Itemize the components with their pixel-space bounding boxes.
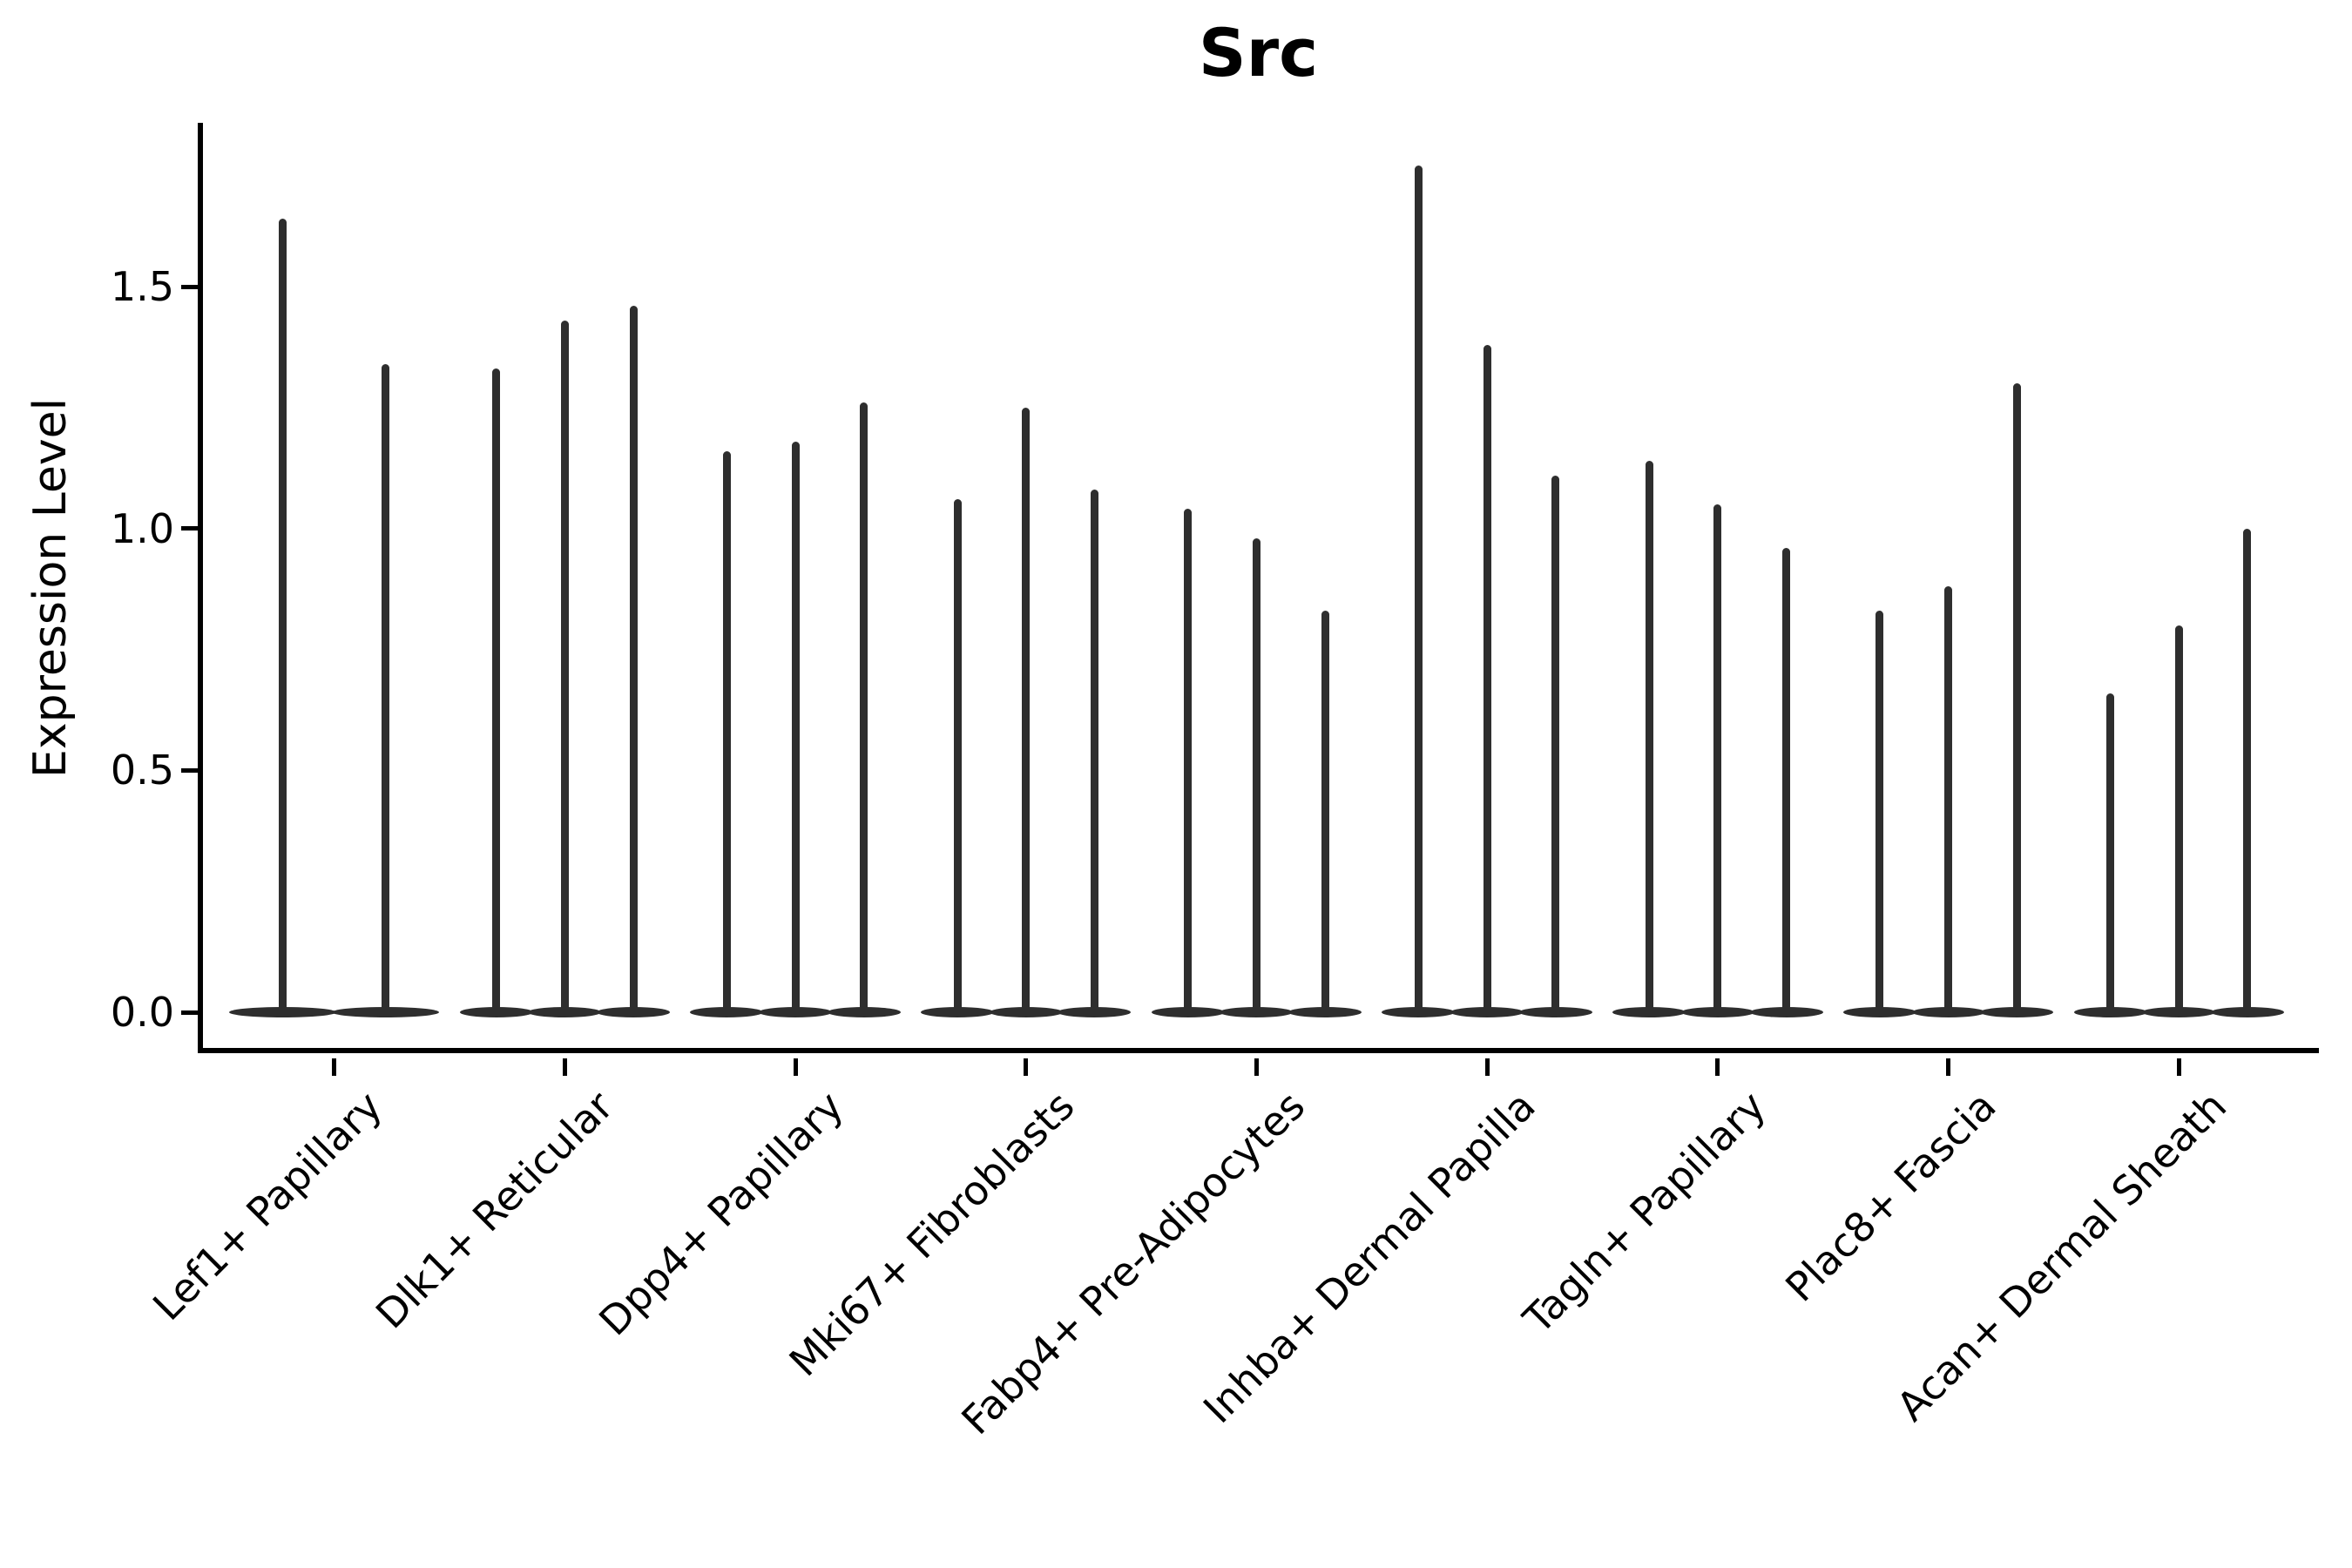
violin-base xyxy=(459,1007,533,1017)
violin-spike xyxy=(1321,611,1329,1012)
violin-base xyxy=(1518,1007,1592,1017)
violin-spike xyxy=(1022,407,1031,1012)
violin-base xyxy=(2142,1007,2216,1017)
violin-spike xyxy=(560,320,569,1012)
violin-base xyxy=(597,1007,670,1017)
x-axis-tick xyxy=(1715,1058,1720,1076)
x-axis-tick xyxy=(1484,1058,1490,1076)
y-axis-tick-label: 1.5 xyxy=(110,263,174,311)
violin-spike xyxy=(382,363,390,1012)
violin-base xyxy=(989,1007,1063,1017)
violin-spike xyxy=(1551,475,1560,1012)
violin-base xyxy=(827,1007,901,1017)
violin-base xyxy=(2210,1007,2284,1017)
chart-title: Src xyxy=(1198,14,1319,91)
y-axis-tick-label: 0.5 xyxy=(110,747,174,794)
violin-spike xyxy=(722,450,731,1012)
y-axis-tick xyxy=(181,767,198,773)
x-axis-tick xyxy=(332,1058,337,1076)
violin-spike xyxy=(629,306,638,1012)
violin-spike xyxy=(1483,344,1491,1012)
y-axis-tick xyxy=(181,284,198,289)
violin-base xyxy=(759,1007,832,1017)
violin-spike xyxy=(1782,547,1790,1012)
x-axis-tick xyxy=(1254,1058,1259,1076)
violin-spike xyxy=(2012,383,2021,1012)
violin-spike xyxy=(2243,528,2252,1012)
violin-spike xyxy=(1944,586,1952,1012)
violin-base xyxy=(1288,1007,1362,1017)
x-axis-tick xyxy=(2176,1058,2181,1076)
violin-spike xyxy=(791,441,800,1012)
violin-spike xyxy=(279,219,287,1012)
violin-base xyxy=(1980,1007,2054,1017)
violin-spike xyxy=(1414,166,1423,1012)
violin-base xyxy=(2073,1007,2147,1017)
violin-spike xyxy=(1876,611,1884,1012)
violin-base xyxy=(1151,1007,1225,1017)
violin-spike xyxy=(2106,693,2114,1012)
violin-base xyxy=(332,1007,440,1017)
violin-spike xyxy=(860,402,868,1012)
y-axis-label: Expression Level xyxy=(24,397,77,779)
violin-spike xyxy=(1713,504,1722,1012)
x-axis-tick xyxy=(562,1058,567,1076)
y-axis-tick xyxy=(181,1010,198,1015)
violin-spike xyxy=(1090,490,1098,1012)
violin-spike xyxy=(953,499,962,1012)
violin-spike xyxy=(2174,625,2183,1012)
violin-base xyxy=(1842,1007,1916,1017)
y-axis-tick xyxy=(181,526,198,531)
x-axis-tick xyxy=(1946,1058,1950,1076)
category-label: Plac8+ Fascia xyxy=(1776,1082,2005,1311)
violin-base xyxy=(1911,1007,1985,1017)
violin-base xyxy=(1680,1007,1754,1017)
violin-spike xyxy=(492,368,501,1012)
category-label: Dpp4+ Papillary xyxy=(590,1082,853,1345)
violin-base xyxy=(1220,1007,1294,1017)
violin-spike xyxy=(1645,460,1653,1012)
y-axis-tick-label: 0.0 xyxy=(110,989,174,1036)
category-label: Tagln+ Papillary xyxy=(1514,1082,1775,1343)
category-label: Lef1+ Papillary xyxy=(144,1082,392,1330)
violin-base xyxy=(1612,1007,1686,1017)
violin-base xyxy=(1450,1007,1524,1017)
y-axis-tick-label: 1.0 xyxy=(110,504,174,552)
x-axis-tick xyxy=(793,1058,798,1076)
violin-base xyxy=(1058,1007,1132,1017)
violin-spike xyxy=(1184,509,1193,1012)
violin-spike xyxy=(1252,537,1260,1012)
category-label: Dlk1+ Reticular xyxy=(366,1082,622,1338)
x-axis-tick xyxy=(1024,1058,1029,1076)
violin-base xyxy=(229,1007,337,1017)
violin-base xyxy=(690,1007,764,1017)
violin-base xyxy=(921,1007,994,1017)
violin-base xyxy=(1382,1007,1456,1017)
violin-base xyxy=(528,1007,602,1017)
violin-base xyxy=(1749,1007,1823,1017)
